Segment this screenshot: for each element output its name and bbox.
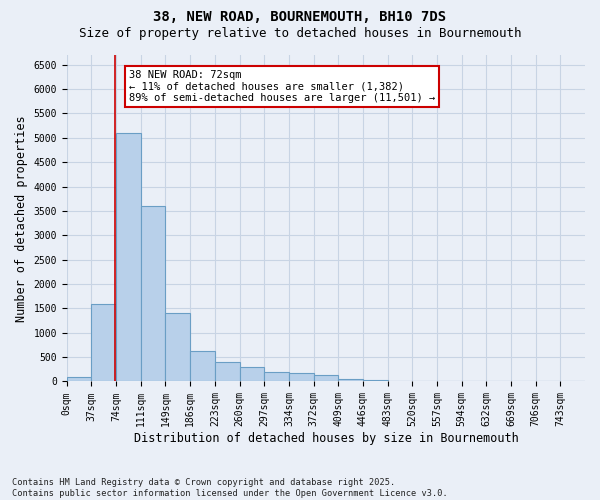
Bar: [190, 351, 215, 382]
Y-axis label: Number of detached properties: Number of detached properties: [15, 115, 28, 322]
Bar: [289, 373, 314, 382]
Bar: [141, 206, 166, 382]
Bar: [215, 362, 239, 382]
Bar: [239, 367, 264, 382]
Bar: [166, 314, 190, 382]
Bar: [91, 304, 116, 382]
Bar: [264, 372, 289, 382]
Bar: [338, 379, 363, 382]
Text: 38, NEW ROAD, BOURNEMOUTH, BH10 7DS: 38, NEW ROAD, BOURNEMOUTH, BH10 7DS: [154, 10, 446, 24]
Bar: [314, 375, 338, 382]
Text: Contains HM Land Registry data © Crown copyright and database right 2025.
Contai: Contains HM Land Registry data © Crown c…: [12, 478, 448, 498]
Bar: [67, 376, 91, 382]
Bar: [116, 133, 141, 382]
X-axis label: Distribution of detached houses by size in Bournemouth: Distribution of detached houses by size …: [134, 432, 518, 445]
Text: Size of property relative to detached houses in Bournemouth: Size of property relative to detached ho…: [79, 28, 521, 40]
Bar: [363, 380, 388, 382]
Text: 38 NEW ROAD: 72sqm
← 11% of detached houses are smaller (1,382)
89% of semi-deta: 38 NEW ROAD: 72sqm ← 11% of detached hou…: [129, 70, 435, 103]
